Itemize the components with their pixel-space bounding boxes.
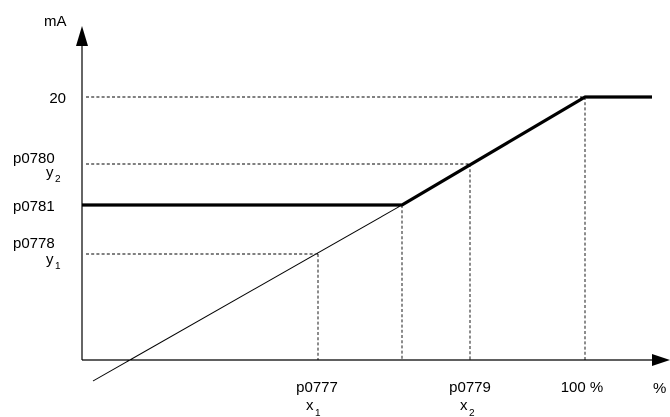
x-axis-arrow (652, 354, 670, 366)
x-axis-unit: % (653, 380, 666, 397)
y-label-20: 20 (49, 90, 66, 107)
x-label-x2: x (460, 397, 468, 414)
x-label-x1: x (306, 397, 314, 414)
x-label-x1-subscript: 1 (315, 408, 321, 417)
y-label-p0778: p0778 (13, 235, 55, 252)
x-label-100-percent: 100 % (561, 379, 604, 396)
y-label-y1: y (46, 251, 54, 268)
y-label-y1-subscript: 1 (55, 261, 61, 272)
linear-characteristic-line (92, 204, 403, 382)
y-label-p0780: p0780 (13, 150, 55, 167)
x-label-p0779: p0779 (449, 379, 491, 396)
y-label-y2: y (46, 164, 54, 181)
y-label-y2-subscript: 2 (55, 174, 61, 185)
output-characteristic-line (82, 95, 652, 207)
x-label-x2-subscript: 2 (469, 408, 475, 417)
y-axis-arrow (76, 26, 88, 46)
x-label-p0777: p0777 (296, 379, 338, 396)
y-label-p0781: p0781 (13, 198, 55, 215)
y-axis-unit: mA (44, 13, 67, 30)
